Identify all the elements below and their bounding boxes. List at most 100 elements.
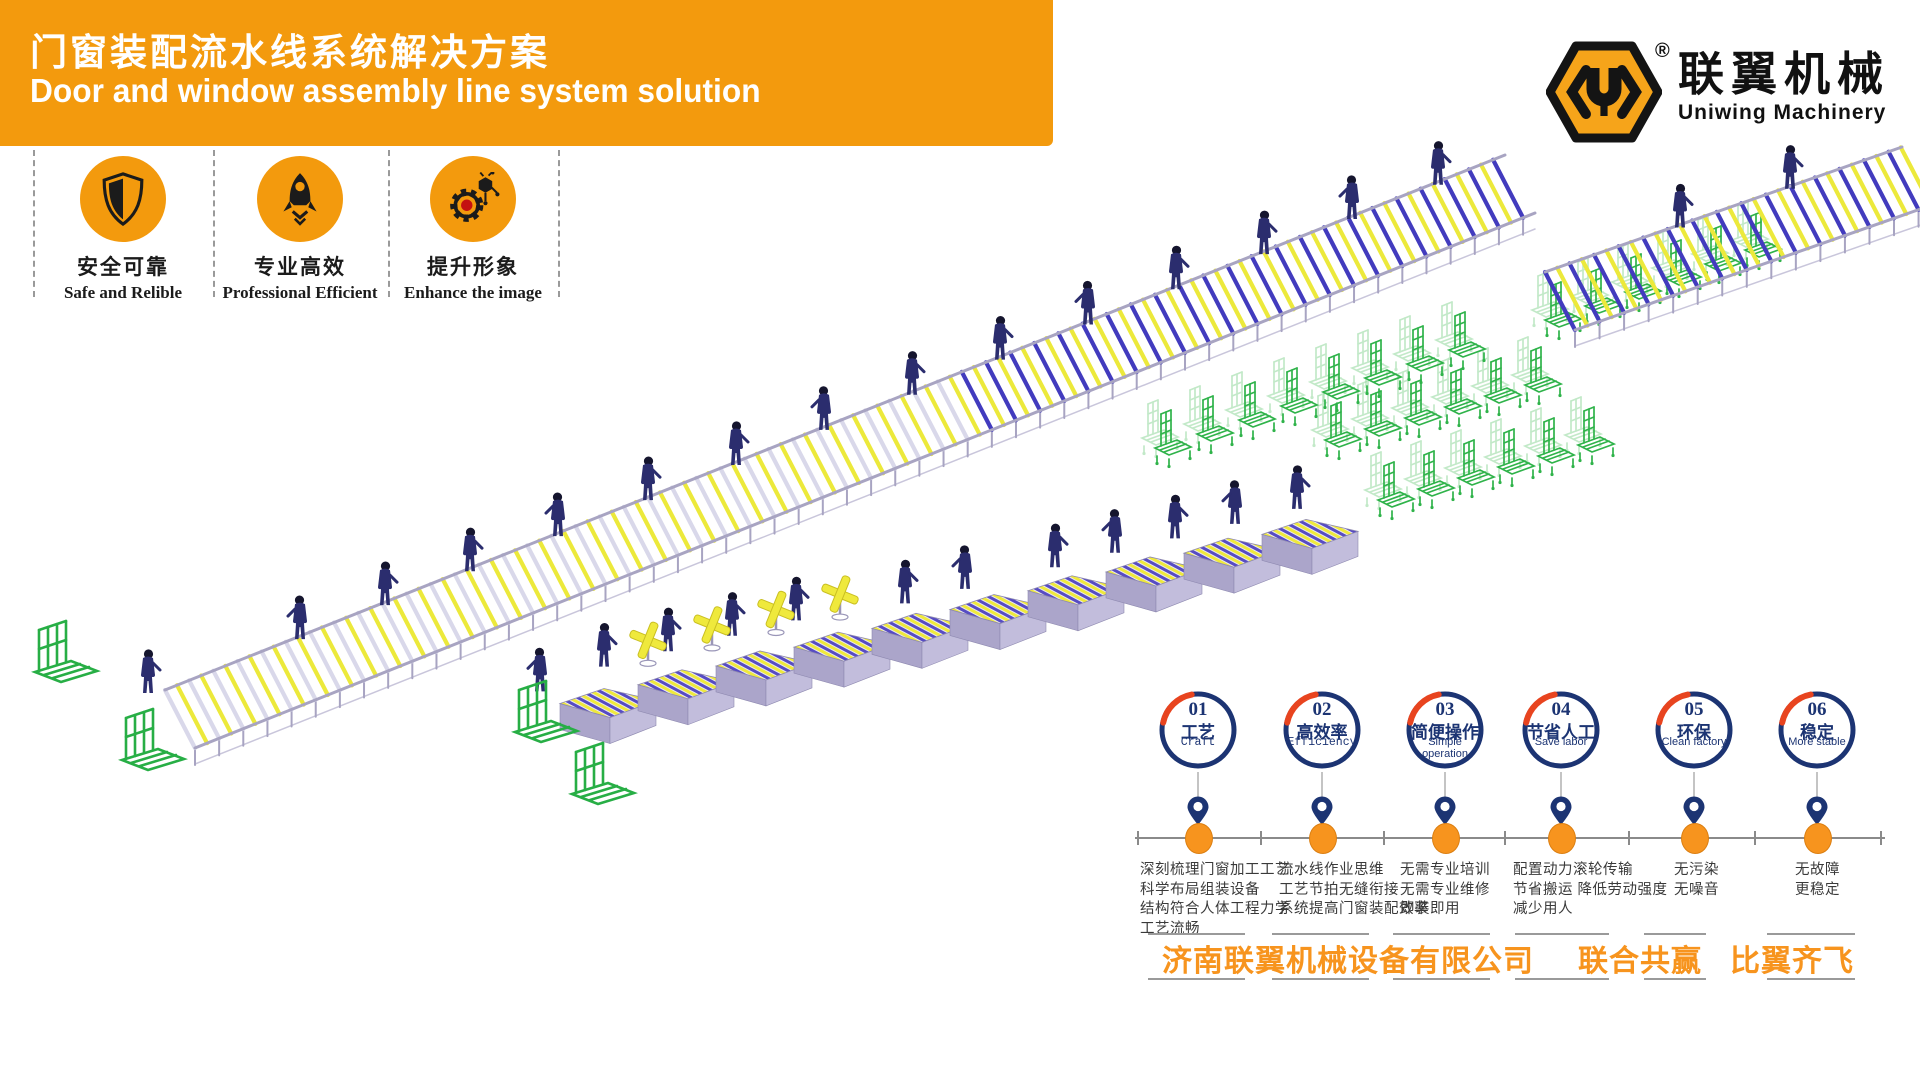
map-pin-icon bbox=[1550, 796, 1572, 825]
benefit-item-05: 05 环保 Clean factory bbox=[1632, 690, 1756, 854]
worker-figure bbox=[1673, 183, 1694, 228]
divider-segment bbox=[1393, 933, 1490, 935]
feature-label-en: Enhance the image bbox=[404, 283, 542, 302]
benefit-label-zh: 高效率 bbox=[1296, 723, 1348, 742]
benefit-item-03: 03 简便操作 Simple operation bbox=[1383, 690, 1507, 854]
gear-network-icon bbox=[430, 156, 516, 242]
wire-cart bbox=[1415, 450, 1457, 510]
benefit-number: 01 bbox=[1188, 699, 1208, 720]
benefit-label-zh: 环保 bbox=[1677, 723, 1711, 742]
benefit-label-en: Craft bbox=[1180, 736, 1216, 749]
map-pin-icon bbox=[1683, 796, 1705, 825]
map-pin-icon bbox=[1311, 796, 1333, 825]
worker-figure bbox=[1101, 509, 1122, 553]
worker-figure bbox=[1221, 480, 1242, 524]
connector-line bbox=[1816, 772, 1818, 798]
worker-figure bbox=[641, 456, 662, 501]
benefit-ring: 02 高效率 Efficiency bbox=[1282, 690, 1362, 770]
rocket-icon bbox=[257, 156, 343, 242]
footer-slogan: 济南联翼机械设备有限公司 联合共赢 比翼齐飞 bbox=[1162, 936, 1854, 980]
benefit-number: 05 bbox=[1684, 699, 1704, 720]
benefit-number: 02 bbox=[1312, 699, 1332, 720]
feature-label-en: Safe and Relible bbox=[63, 283, 183, 302]
benefit-ring: 01 工艺 Craft bbox=[1158, 690, 1238, 770]
benefit-item-02: 02 高效率 Efficiency bbox=[1260, 690, 1384, 854]
worker-figure bbox=[789, 576, 810, 621]
worker-figure bbox=[810, 386, 831, 430]
uniwing-logo-icon bbox=[1546, 41, 1662, 143]
timeline-dot bbox=[1432, 823, 1460, 854]
wire-cart bbox=[1236, 381, 1278, 441]
wire-cart bbox=[1402, 440, 1444, 500]
benefit-label-en: Efficiency bbox=[1287, 736, 1357, 749]
benefit-label-zh: 工艺 bbox=[1181, 723, 1215, 742]
benefit-number: 03 bbox=[1435, 699, 1455, 720]
wire-cart bbox=[1223, 371, 1265, 431]
timeline-tick bbox=[1628, 831, 1630, 845]
wire-cart bbox=[1322, 401, 1364, 461]
divider-segment bbox=[1515, 978, 1609, 980]
wire-cart bbox=[1362, 451, 1404, 511]
dashed-separator bbox=[558, 150, 560, 297]
glass-rack bbox=[118, 707, 188, 772]
timeline-tick bbox=[1880, 831, 1882, 845]
wire-cart bbox=[1362, 390, 1404, 450]
map-pin-icon bbox=[1187, 796, 1209, 825]
dashed-separator bbox=[388, 150, 390, 297]
brand-name-en: Uniwing Machinery bbox=[1678, 101, 1887, 124]
slogan-part-1: 联合共赢 bbox=[1578, 945, 1702, 978]
wire-cart bbox=[1265, 357, 1307, 417]
worker-figure bbox=[1338, 175, 1359, 220]
benefit-number: 06 bbox=[1807, 699, 1827, 720]
wire-cart bbox=[1562, 396, 1604, 456]
wire-cart bbox=[1278, 367, 1320, 427]
wire-cart bbox=[1442, 368, 1484, 428]
feature-label-zh: 安全可靠 bbox=[77, 255, 169, 279]
box-conveyor bbox=[714, 650, 814, 707]
window-cross-frame bbox=[693, 606, 731, 652]
benefit-item-01: 01 工艺 Craft bbox=[1136, 690, 1260, 854]
worker-figure bbox=[993, 315, 1014, 360]
benefit-details: 无需专业培训 无需专业维修 即装即用 bbox=[1400, 862, 1490, 917]
timeline-tick bbox=[1260, 831, 1262, 845]
brand-name-zh: 联翼机械 bbox=[1678, 48, 1890, 100]
window-cross-frame bbox=[821, 575, 859, 621]
dashed-separator bbox=[213, 150, 215, 297]
benefit-label-en: Save labor bbox=[1534, 736, 1588, 748]
wire-cart bbox=[1362, 339, 1404, 399]
wire-cart bbox=[1402, 379, 1444, 439]
logo-wordmark: 联翼机械 Uniwing Machinery bbox=[1678, 50, 1890, 125]
connector-line bbox=[1321, 772, 1323, 798]
timeline-tick bbox=[1383, 831, 1385, 845]
wire-cart bbox=[1522, 407, 1564, 467]
benefit-details: 深刻梳理门窗加工工艺 科学布局组装设备 结构符合人体工程力学 工艺流畅 bbox=[1140, 862, 1290, 937]
wire-cart bbox=[1446, 311, 1488, 371]
wire-cart bbox=[1575, 406, 1617, 466]
benefit-label-zh: 节省人工 bbox=[1527, 723, 1595, 742]
wire-cart bbox=[1433, 301, 1475, 361]
glass-rack bbox=[568, 741, 638, 806]
wire-cart bbox=[1194, 395, 1236, 455]
worker-figure bbox=[1783, 145, 1804, 189]
worker-figure bbox=[1169, 245, 1190, 290]
worker-figure bbox=[597, 623, 618, 667]
worker-figure bbox=[1168, 494, 1189, 539]
feature-safe: 安全可靠 Safe and Relible bbox=[31, 156, 215, 303]
map-pin-icon bbox=[1806, 796, 1828, 825]
feature-professional: 专业高效 Professional Efficient bbox=[208, 156, 392, 303]
divider-segment bbox=[1515, 933, 1609, 935]
divider-segment bbox=[1644, 978, 1706, 980]
benefit-item-04: 04 节省人工 Save labor bbox=[1499, 690, 1623, 854]
divider-segment bbox=[1767, 978, 1855, 980]
divider-segment bbox=[1393, 978, 1490, 980]
divider-segment bbox=[1644, 933, 1706, 935]
shield-icon bbox=[80, 156, 166, 242]
worker-figure bbox=[951, 545, 972, 589]
registered-mark: ® bbox=[1655, 40, 1670, 62]
worker-figure bbox=[729, 421, 750, 465]
divider-segment bbox=[1148, 933, 1245, 935]
timeline-tick bbox=[1504, 831, 1506, 845]
worker-figure bbox=[905, 351, 926, 395]
benefit-details: 无故障 更稳定 bbox=[1795, 862, 1840, 898]
worker-figure bbox=[725, 592, 746, 636]
